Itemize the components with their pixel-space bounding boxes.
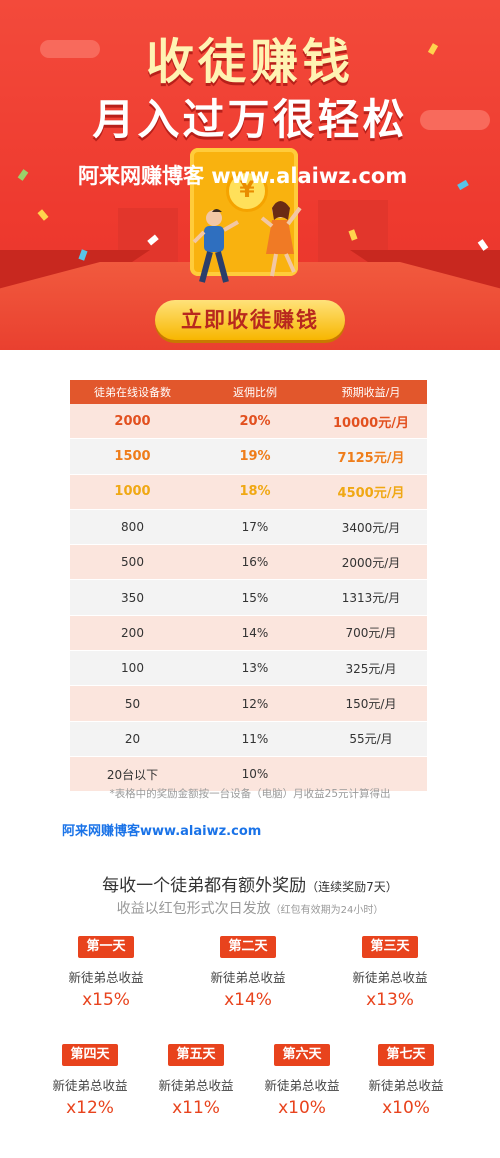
cell-ratio: 13% (241, 661, 269, 676)
header-devices: 徒弟在线设备数 (94, 386, 171, 399)
coin-icon: ¥ (226, 170, 268, 212)
cell-income: 10000元/月 (333, 415, 409, 431)
day-tag[interactable]: 第一天 (78, 936, 134, 958)
cell-income: 4500元/月 (337, 486, 405, 502)
cell-ratio: 20% (239, 413, 271, 429)
reward-title-note: （连续奖励7天） (306, 880, 398, 894)
cloud-decoration (40, 40, 100, 58)
table-row: 800 17% 3400元/月 (70, 509, 427, 546)
cell-income: 150元/月 (345, 697, 397, 712)
recruit-now-button[interactable]: 立即收徒赚钱 (155, 300, 345, 340)
cell-ratio: 10% (241, 767, 269, 782)
reward-subtitle-main: 收益以红包形式次日发放 (116, 901, 271, 917)
confetti (17, 169, 29, 181)
cell-devices: 1000 (114, 484, 151, 500)
reward-day-5: 第五天 新徒弟总收益 x11% (156, 1043, 236, 1118)
table-row: 20台以下 10% (70, 756, 427, 793)
man-illustration (192, 209, 239, 283)
cell-income: 2000元/月 (341, 555, 401, 570)
table-row: 350 15% 1313元/月 (70, 580, 427, 616)
table-row: 200 14% 700元/月 (70, 615, 427, 652)
day-percent: x10% (382, 1098, 430, 1118)
reward-title: 每收一个徒弟都有额外奖励（连续奖励7天） (0, 871, 500, 896)
cell-income: 3400元/月 (341, 520, 401, 535)
cell-devices: 100 (121, 661, 144, 676)
header-ratio: 返佣比例 (233, 386, 277, 399)
day-percent: x14% (224, 990, 272, 1010)
table-header: 徒弟在线设备数 返佣比例 预期收益/月 (70, 380, 427, 404)
day-tag[interactable]: 第五天 (168, 1044, 224, 1066)
day-percent: x15% (82, 990, 130, 1010)
day-label: 新徒弟总收益 (68, 970, 144, 985)
day-label: 新徒弟总收益 (368, 1078, 444, 1093)
cell-ratio: 12% (241, 696, 269, 711)
day-tag[interactable]: 第七天 (378, 1044, 434, 1066)
day-label: 新徒弟总收益 (158, 1078, 234, 1093)
cell-ratio: 14% (241, 625, 269, 640)
day-percent: x10% (278, 1098, 326, 1118)
header-income: 预期收益/月 (341, 386, 401, 399)
banner-subtitle: 月入过万很轻松 (92, 95, 408, 144)
reward-day-1: 第一天 新徒弟总收益 x15% (66, 935, 146, 1010)
day-percent: x11% (172, 1098, 220, 1118)
reward-day-2: 第二天 新徒弟总收益 x14% (208, 935, 288, 1010)
reward-subtitle: 收益以红包形式次日发放（红包有效期为24小时） (0, 898, 500, 918)
cell-devices: 20 (124, 731, 141, 746)
cell-ratio: 19% (239, 448, 271, 464)
confetti (37, 209, 49, 221)
cell-income: 1313元/月 (341, 591, 401, 606)
banner-blog-text: 阿来网赚博客 www.alaiwz.com (78, 164, 408, 188)
cell-ratio: 17% (241, 520, 269, 535)
cell-ratio: 15% (241, 590, 269, 605)
table-row: 2000 20% 10000元/月 (70, 404, 427, 440)
table-row: 1000 18% 4500元/月 (70, 474, 427, 510)
table-row: 20 11% 55元/月 (70, 721, 427, 757)
hero-banner: 收徒赚钱 月入过万很轻松 ¥ 阿来网赚博客 www.alaiwz.com 立即收… (0, 0, 500, 350)
cell-devices: 200 (121, 625, 144, 640)
banner-title: 收徒赚钱 (145, 34, 354, 90)
reward-day-4: 第四天 新徒弟总收益 x12% (50, 1043, 130, 1118)
woman-illustration (260, 201, 302, 277)
cell-income: 700元/月 (345, 626, 397, 641)
day-label: 新徒弟总收益 (264, 1078, 340, 1093)
table-note: *表格中的奖励金额按一台设备（电脑）月收益25元计算得出 (109, 788, 391, 800)
cell-devices: 500 (121, 555, 144, 570)
table-row: 100 13% 325元/月 (70, 651, 427, 687)
blog-link[interactable]: 阿来网赚博客www.alaiwz.com (62, 824, 262, 839)
cell-ratio: 11% (241, 731, 269, 746)
reward-day-7: 第七天 新徒弟总收益 x10% (366, 1043, 446, 1118)
table-row: 1500 19% 7125元/月 (70, 439, 427, 475)
day-tag[interactable]: 第二天 (220, 936, 276, 958)
cell-devices: 350 (121, 590, 144, 605)
cloud-decoration (420, 110, 490, 130)
commission-table: 徒弟在线设备数 返佣比例 预期收益/月 2000 20% 10000元/月 1500… (70, 380, 427, 793)
cell-income: 55元/月 (349, 732, 393, 747)
day-percent: x12% (66, 1098, 114, 1118)
reward-title-main: 每收一个徒弟都有额外奖励 (102, 876, 307, 896)
reward-day-6: 第六天 新徒弟总收益 x10% (262, 1043, 342, 1118)
reward-subtitle-note: （红包有效期为24小时） (270, 905, 384, 916)
confetti (457, 179, 469, 191)
cell-income: 325元/月 (345, 661, 397, 676)
day-percent: x13% (366, 990, 414, 1010)
day-tag[interactable]: 第三天 (362, 936, 418, 958)
cell-income: 7125元/月 (337, 450, 405, 466)
cell-devices: 50 (124, 696, 141, 711)
cell-ratio: 18% (239, 484, 271, 500)
reward-day-3: 第三天 新徒弟总收益 x13% (350, 935, 430, 1010)
day-label: 新徒弟总收益 (352, 970, 428, 985)
cell-ratio: 16% (241, 555, 269, 570)
cell-devices: 20台以下 (106, 767, 159, 782)
day-label: 新徒弟总收益 (52, 1078, 128, 1093)
table-row: 500 16% 2000元/月 (70, 545, 427, 581)
table-row: 50 12% 150元/月 (70, 686, 427, 722)
day-tag[interactable]: 第四天 (62, 1044, 118, 1066)
day-tag[interactable]: 第六天 (274, 1044, 330, 1066)
cell-devices: 1500 (114, 448, 151, 464)
table-body: 2000 20% 10000元/月 1500 19% 7125元/月 1000 18% 45… (70, 404, 427, 793)
cell-devices: 800 (121, 520, 144, 535)
cell-devices: 2000 (114, 413, 151, 429)
day-label: 新徒弟总收益 (210, 970, 286, 985)
